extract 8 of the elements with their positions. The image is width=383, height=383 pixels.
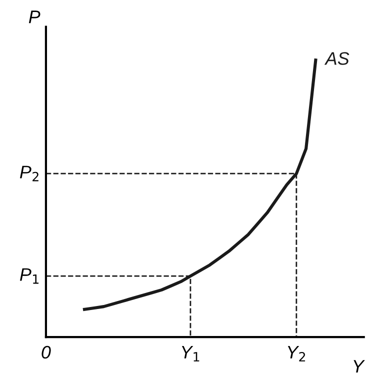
x-axis-title: Y — [354, 360, 365, 373]
x-tick-label: Y$_{1}$ — [182, 346, 200, 362]
annotation: P$_{1}$ — [20, 268, 39, 284]
x-tick-label: 0 — [42, 346, 51, 359]
annotation: P$_{2}$ — [20, 166, 38, 182]
series-label: AS — [324, 52, 350, 65]
y-axis-title: P — [28, 10, 40, 24]
x-tick-label: Y$_{2}$ — [288, 346, 306, 362]
